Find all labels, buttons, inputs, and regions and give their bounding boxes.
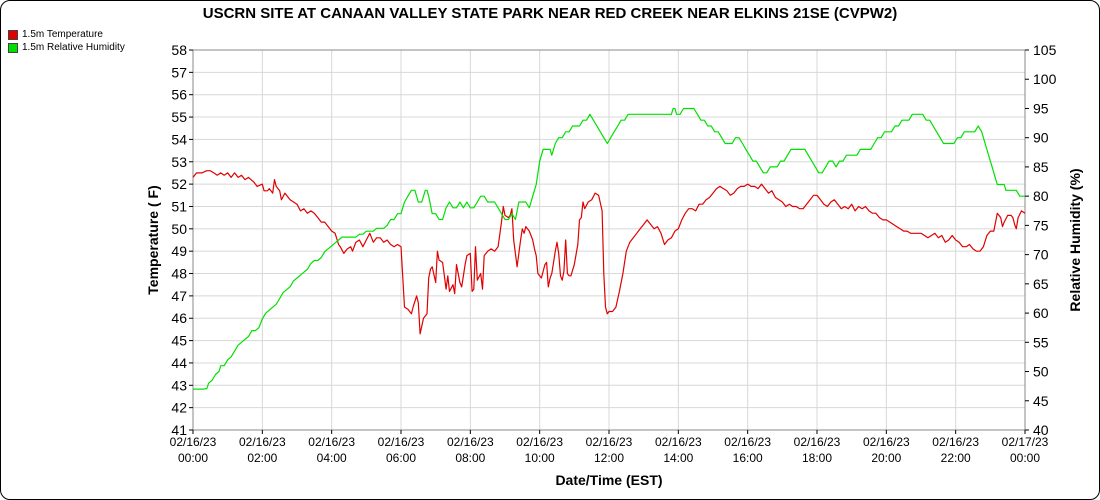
x-tick-label-time: 14:00 xyxy=(663,451,693,465)
x-tick-label-time: 02:00 xyxy=(247,451,277,465)
y-tick-label-right: 80 xyxy=(1033,188,1049,204)
y-tick-label-left: 49 xyxy=(171,243,187,259)
y-tick-label-right: 55 xyxy=(1033,334,1049,350)
y-tick-label-left: 45 xyxy=(171,333,187,349)
y-tick-label-right: 65 xyxy=(1033,276,1049,292)
y-tick-label-left: 50 xyxy=(171,221,187,237)
y-tick-label-left: 53 xyxy=(171,154,187,170)
legend-item-temperature: 1.5m Temperature xyxy=(8,28,125,41)
temperature-line xyxy=(192,170,1026,335)
x-tick-label-time: 00:00 xyxy=(1010,451,1040,465)
y-tick-label-left: 51 xyxy=(171,198,187,214)
y-tick-label-right: 90 xyxy=(1033,130,1049,146)
y-tick-label-left: 42 xyxy=(171,400,187,416)
y-tick-label-left: 55 xyxy=(171,109,187,125)
x-tick-label-time: 18:00 xyxy=(802,451,832,465)
humidity-line xyxy=(193,107,1025,390)
y-tick-label-right: 40 xyxy=(1033,422,1049,438)
legend-label-temperature: 1.5m Temperature xyxy=(22,29,103,40)
x-tick-label-time: 12:00 xyxy=(594,451,624,465)
y-tick-label-right: 45 xyxy=(1033,393,1049,409)
x-tick-label-time: 16:00 xyxy=(733,451,763,465)
y-tick-label-left: 44 xyxy=(171,355,187,371)
x-tick-label-time: 00:00 xyxy=(178,451,208,465)
y-tick-label-left: 52 xyxy=(171,176,187,192)
y-tick-label-right: 50 xyxy=(1033,364,1049,380)
legend-swatch-humidity xyxy=(8,42,18,53)
x-tick-label-date: 02/16/23 xyxy=(863,435,910,449)
y-tick-label-left: 58 xyxy=(171,42,187,58)
axes: 41 42 43 44 45 46 47 48 49 50 51 52 53 54 55 56 57 58 40 45… xyxy=(170,42,1057,465)
y-tick-label-left: 41 xyxy=(171,422,187,438)
x-tick-label-date: 02/16/23 xyxy=(932,435,979,449)
x-tick-label-date: 02/16/23 xyxy=(378,435,425,449)
legend-item-humidity: 1.5m Relative Humidity xyxy=(8,41,125,54)
x-tick-label-date: 02/16/23 xyxy=(308,435,355,449)
y-tick-label-left: 56 xyxy=(171,87,187,103)
x-tick-label-date: 02/17/23 xyxy=(1002,435,1049,449)
y-tick-label-right: 100 xyxy=(1033,71,1057,87)
x-tick-label-date: 02/16/23 xyxy=(724,435,771,449)
x-tick-label-date: 02/16/23 xyxy=(794,435,841,449)
series-lines xyxy=(192,107,1026,390)
y-tick-label-right: 95 xyxy=(1033,100,1049,116)
y-tick-label-right: 60 xyxy=(1033,305,1049,321)
x-tick-label-time: 22:00 xyxy=(941,451,971,465)
x-tick-label-date: 02/16/23 xyxy=(655,435,702,449)
chart-title: USCRN SITE AT CANAAN VALLEY STATE PARK N… xyxy=(203,5,898,22)
legend-swatch-temperature xyxy=(8,29,18,40)
y-tick-label-left: 43 xyxy=(171,377,187,393)
x-axis-label: Date/Time (EST) xyxy=(555,472,662,488)
y-tick-label-left: 46 xyxy=(171,310,187,326)
legend: 1.5m Temperature 1.5m Relative Humidity xyxy=(8,28,125,54)
y-tick-label-left: 54 xyxy=(171,131,187,147)
y-tick-label-right: 85 xyxy=(1033,159,1049,175)
x-tick-label-date: 02/16/23 xyxy=(239,435,286,449)
y-axis-label-left: Temperature ( F) xyxy=(145,185,161,294)
x-tick-label-date: 02/16/23 xyxy=(170,435,217,449)
x-tick-label-time: 06:00 xyxy=(386,451,416,465)
legend-label-humidity: 1.5m Relative Humidity xyxy=(22,42,125,53)
y-axis-label-right: Relative Humidity (%) xyxy=(1067,168,1083,311)
y-tick-label-right: 105 xyxy=(1033,42,1057,58)
y-tick-label-left: 47 xyxy=(171,288,187,304)
x-tick-label-date: 02/16/23 xyxy=(447,435,494,449)
y-tick-label-left: 48 xyxy=(171,266,187,282)
x-tick-label-time: 04:00 xyxy=(317,451,347,465)
y-tick-label-right: 70 xyxy=(1033,247,1049,263)
x-tick-label-time: 10:00 xyxy=(525,451,555,465)
x-tick-label-time: 08:00 xyxy=(455,451,485,465)
x-tick-label-date: 02/16/23 xyxy=(516,435,563,449)
x-tick-label-date: 02/16/23 xyxy=(586,435,633,449)
y-tick-label-right: 75 xyxy=(1033,217,1049,233)
y-tick-label-left: 57 xyxy=(171,64,187,80)
x-tick-label-time: 20:00 xyxy=(871,451,901,465)
